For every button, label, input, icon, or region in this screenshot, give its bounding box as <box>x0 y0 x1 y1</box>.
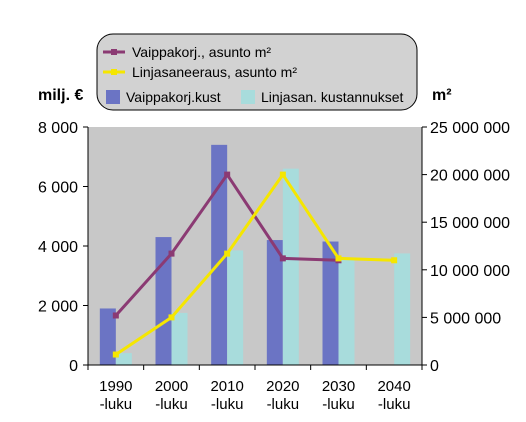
y-axis-left-label: milj. € <box>38 87 83 104</box>
legend-label-line-0: Vaippakorj., asunto m² <box>132 44 271 60</box>
legend-label-bar-1: Linjasan. kustannukset <box>261 89 404 105</box>
legend-line-marker-1 <box>111 69 117 75</box>
y-tick-label-left-1: 2 000 <box>38 299 78 316</box>
x-tick-sublabel-5: -luku <box>378 396 411 413</box>
y-tick-label-left-0: 0 <box>69 358 78 375</box>
bar-1-5 <box>394 253 411 365</box>
bar-0-0 <box>99 308 116 365</box>
line-point-1-5 <box>391 257 398 264</box>
y-tick-label-left-3: 6 000 <box>38 180 78 197</box>
legend-label-line-1: Linjasaneeraus, asunto m² <box>132 64 297 80</box>
x-tick-label-2: 2010 <box>210 378 243 395</box>
bar-1-4 <box>338 257 355 365</box>
y-axis-right-label: m² <box>432 87 452 104</box>
bar-1-3 <box>282 168 299 365</box>
bar-1-1 <box>171 312 188 365</box>
y-tick-label-right-0: 0 <box>430 358 439 375</box>
legend-box <box>96 33 418 111</box>
bar-1-2 <box>227 250 244 365</box>
x-tick-sublabel-3: -luku <box>267 396 300 413</box>
line-point-1-0 <box>112 351 119 358</box>
x-tick-sublabel-1: -luku <box>155 396 188 413</box>
y-tick-label-right-4: 20 000 000 <box>430 168 510 185</box>
line-point-0-3 <box>279 255 286 262</box>
x-tick-label-0: 1990 <box>99 378 132 395</box>
x-tick-sublabel-4: -luku <box>322 396 355 413</box>
y-ticks-right: 0 5 000 000 10 000 000 15 000 000 20 000 000… <box>422 120 510 375</box>
line-point-1-3 <box>279 171 286 178</box>
x-tick-label-1: 2000 <box>155 378 188 395</box>
bar-1-0 <box>115 353 132 365</box>
bar-0-2 <box>211 144 228 365</box>
x-tick-sublabel-2: -luku <box>211 396 244 413</box>
legend-label-bar-0: Vaippakorj.kust <box>126 89 221 105</box>
legend-bar-swatch-1 <box>241 90 255 104</box>
x-tick-label-3: 2020 <box>266 378 299 395</box>
line-point-1-2 <box>224 250 231 257</box>
line-point-1-1 <box>168 314 175 321</box>
legend-line-marker-0 <box>111 49 117 55</box>
y-tick-label-right-3: 15 000 000 <box>430 215 510 232</box>
x-tick-label-5: 2040 <box>377 378 410 395</box>
bar-0-3 <box>266 240 283 365</box>
y-tick-label-right-5: 25 000 000 <box>430 120 510 137</box>
plot-area <box>88 127 422 365</box>
y-tick-label-left-2: 4 000 <box>38 239 78 256</box>
bar-0-4 <box>322 241 339 365</box>
line-point-0-1 <box>168 250 175 257</box>
bars <box>99 144 411 365</box>
legend: Vaippakorj., asunto m² Linjasaneeraus, as… <box>103 44 404 105</box>
y-tick-label-right-2: 10 000 000 <box>430 263 510 280</box>
legend-bar-swatch-0 <box>106 90 120 104</box>
line-point-1-4 <box>335 255 342 262</box>
lines <box>112 171 398 358</box>
line-point-0-2 <box>224 171 231 178</box>
y-tick-label-right-1: 5 000 000 <box>430 310 501 327</box>
x-categories: 1990-luku2000-luku2010-luku2020-luku2030… <box>99 378 411 413</box>
line-point-0-0 <box>112 312 119 319</box>
x-tick-sublabel-0: -luku <box>100 396 133 413</box>
y-tick-label-left-4: 8 000 <box>38 120 78 137</box>
line-series-1 <box>115 171 395 356</box>
x-tick-label-4: 2030 <box>322 378 355 395</box>
y-ticks-left: 0 2 000 4 000 6 000 8 000 <box>38 120 88 375</box>
